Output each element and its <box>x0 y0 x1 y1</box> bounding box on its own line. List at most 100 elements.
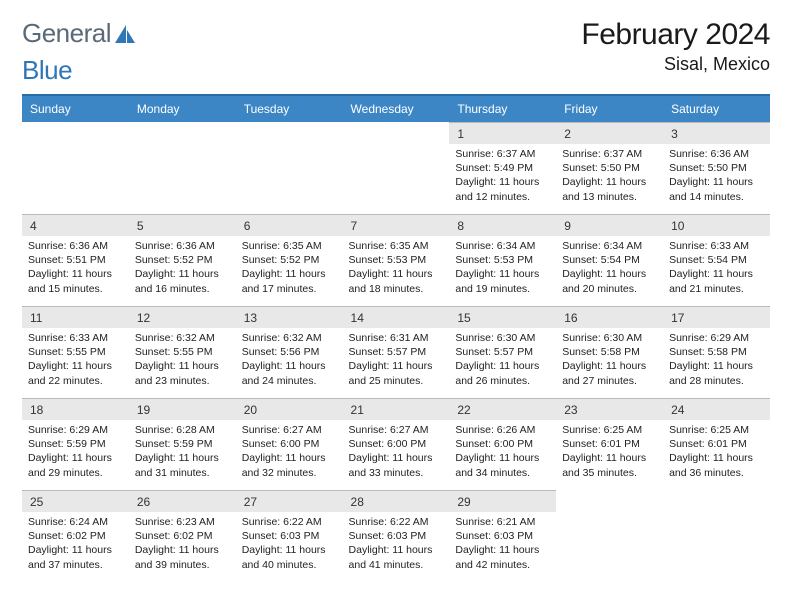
calendar-cell: 11Sunrise: 6:33 AMSunset: 5:55 PMDayligh… <box>22 306 129 398</box>
sunset-text: Sunset: 5:59 PM <box>135 437 230 451</box>
sunset-text: Sunset: 5:55 PM <box>135 345 230 359</box>
day-number: 8 <box>449 214 556 236</box>
sunrise-text: Sunrise: 6:36 AM <box>135 239 230 253</box>
calendar-cell <box>129 122 236 214</box>
sunset-text: Sunset: 6:00 PM <box>349 437 444 451</box>
calendar-cell: 7Sunrise: 6:35 AMSunset: 5:53 PMDaylight… <box>343 214 450 306</box>
sunset-text: Sunset: 5:54 PM <box>669 253 764 267</box>
day-details: Sunrise: 6:32 AMSunset: 5:55 PMDaylight:… <box>129 328 236 391</box>
day-details: Sunrise: 6:33 AMSunset: 5:55 PMDaylight:… <box>22 328 129 391</box>
calendar-cell: 16Sunrise: 6:30 AMSunset: 5:58 PMDayligh… <box>556 306 663 398</box>
calendar-body: 1Sunrise: 6:37 AMSunset: 5:49 PMDaylight… <box>22 122 770 582</box>
day-number: 11 <box>22 306 129 328</box>
daylight-text: Daylight: 11 hours and 37 minutes. <box>28 543 123 571</box>
day-header: Monday <box>129 95 236 122</box>
sunset-text: Sunset: 5:58 PM <box>669 345 764 359</box>
day-details: Sunrise: 6:35 AMSunset: 5:52 PMDaylight:… <box>236 236 343 299</box>
day-number: 9 <box>556 214 663 236</box>
sunset-text: Sunset: 5:56 PM <box>242 345 337 359</box>
day-details: Sunrise: 6:22 AMSunset: 6:03 PMDaylight:… <box>236 512 343 575</box>
location-label: Sisal, Mexico <box>581 54 770 75</box>
daylight-text: Daylight: 11 hours and 20 minutes. <box>562 267 657 295</box>
calendar-cell: 18Sunrise: 6:29 AMSunset: 5:59 PMDayligh… <box>22 398 129 490</box>
sail-icon <box>114 24 136 46</box>
day-header: Friday <box>556 95 663 122</box>
sunrise-text: Sunrise: 6:32 AM <box>135 331 230 345</box>
day-number: 29 <box>449 490 556 512</box>
daylight-text: Daylight: 11 hours and 21 minutes. <box>669 267 764 295</box>
day-number: 15 <box>449 306 556 328</box>
sunset-text: Sunset: 6:01 PM <box>562 437 657 451</box>
sunrise-text: Sunrise: 6:31 AM <box>349 331 444 345</box>
sunset-text: Sunset: 5:57 PM <box>455 345 550 359</box>
calendar-cell <box>556 490 663 582</box>
sunrise-text: Sunrise: 6:25 AM <box>669 423 764 437</box>
sunrise-text: Sunrise: 6:36 AM <box>28 239 123 253</box>
daylight-text: Daylight: 11 hours and 41 minutes. <box>349 543 444 571</box>
calendar-head: SundayMondayTuesdayWednesdayThursdayFrid… <box>22 95 770 122</box>
sunset-text: Sunset: 5:57 PM <box>349 345 444 359</box>
sunrise-text: Sunrise: 6:35 AM <box>242 239 337 253</box>
month-title: February 2024 <box>581 18 770 52</box>
day-details: Sunrise: 6:27 AMSunset: 6:00 PMDaylight:… <box>236 420 343 483</box>
day-number: 27 <box>236 490 343 512</box>
day-number: 7 <box>343 214 450 236</box>
sunset-text: Sunset: 5:53 PM <box>455 253 550 267</box>
daylight-text: Daylight: 11 hours and 32 minutes. <box>242 451 337 479</box>
sunrise-text: Sunrise: 6:33 AM <box>28 331 123 345</box>
calendar-cell: 12Sunrise: 6:32 AMSunset: 5:55 PMDayligh… <box>129 306 236 398</box>
day-details: Sunrise: 6:36 AMSunset: 5:52 PMDaylight:… <box>129 236 236 299</box>
sunrise-text: Sunrise: 6:28 AM <box>135 423 230 437</box>
day-details: Sunrise: 6:21 AMSunset: 6:03 PMDaylight:… <box>449 512 556 575</box>
day-number: 26 <box>129 490 236 512</box>
day-details: Sunrise: 6:34 AMSunset: 5:54 PMDaylight:… <box>556 236 663 299</box>
day-number: 4 <box>22 214 129 236</box>
day-details: Sunrise: 6:27 AMSunset: 6:00 PMDaylight:… <box>343 420 450 483</box>
daylight-text: Daylight: 11 hours and 31 minutes. <box>135 451 230 479</box>
sunrise-text: Sunrise: 6:37 AM <box>455 147 550 161</box>
daylight-text: Daylight: 11 hours and 25 minutes. <box>349 359 444 387</box>
sunset-text: Sunset: 5:50 PM <box>562 161 657 175</box>
calendar-cell: 29Sunrise: 6:21 AMSunset: 6:03 PMDayligh… <box>449 490 556 582</box>
sunset-text: Sunset: 5:55 PM <box>28 345 123 359</box>
day-details: Sunrise: 6:35 AMSunset: 5:53 PMDaylight:… <box>343 236 450 299</box>
calendar-cell: 2Sunrise: 6:37 AMSunset: 5:50 PMDaylight… <box>556 122 663 214</box>
day-header: Thursday <box>449 95 556 122</box>
sunset-text: Sunset: 5:53 PM <box>349 253 444 267</box>
sunrise-text: Sunrise: 6:24 AM <box>28 515 123 529</box>
sunrise-text: Sunrise: 6:34 AM <box>455 239 550 253</box>
calendar-cell: 21Sunrise: 6:27 AMSunset: 6:00 PMDayligh… <box>343 398 450 490</box>
sunrise-text: Sunrise: 6:35 AM <box>349 239 444 253</box>
sunrise-text: Sunrise: 6:29 AM <box>28 423 123 437</box>
sunrise-text: Sunrise: 6:30 AM <box>562 331 657 345</box>
daylight-text: Daylight: 11 hours and 42 minutes. <box>455 543 550 571</box>
sunrise-text: Sunrise: 6:21 AM <box>455 515 550 529</box>
calendar-cell: 25Sunrise: 6:24 AMSunset: 6:02 PMDayligh… <box>22 490 129 582</box>
daylight-text: Daylight: 11 hours and 28 minutes. <box>669 359 764 387</box>
calendar-cell: 19 Sunrise: 6:28 AMSunset: 5:59 PMDayligh… <box>129 398 236 490</box>
day-number: 14 <box>343 306 450 328</box>
day-details: Sunrise: 6:34 AMSunset: 5:53 PMDaylight:… <box>449 236 556 299</box>
day-number: 23 <box>556 398 663 420</box>
day-details: Sunrise: 6:24 AMSunset: 6:02 PMDaylight:… <box>22 512 129 575</box>
sunrise-text: Sunrise: 6:30 AM <box>455 331 550 345</box>
day-number: 2 <box>556 122 663 144</box>
day-number: 19 <box>129 398 236 420</box>
sunset-text: Sunset: 5:50 PM <box>669 161 764 175</box>
day-number: 3 <box>663 122 770 144</box>
day-number: 28 <box>343 490 450 512</box>
calendar-cell: 17Sunrise: 6:29 AMSunset: 5:58 PMDayligh… <box>663 306 770 398</box>
daylight-text: Daylight: 11 hours and 16 minutes. <box>135 267 230 295</box>
day-details: Sunrise: 6:30 AMSunset: 5:57 PMDaylight:… <box>449 328 556 391</box>
calendar-week-row: 1Sunrise: 6:37 AMSunset: 5:49 PMDaylight… <box>22 122 770 214</box>
day-number: 20 <box>236 398 343 420</box>
day-header-row: SundayMondayTuesdayWednesdayThursdayFrid… <box>22 95 770 122</box>
sunrise-text: Sunrise: 6:27 AM <box>349 423 444 437</box>
day-details: Sunrise: 6:23 AMSunset: 6:02 PMDaylight:… <box>129 512 236 575</box>
day-header: Sunday <box>22 95 129 122</box>
brand-logo: General <box>22 18 136 49</box>
calendar-table: SundayMondayTuesdayWednesdayThursdayFrid… <box>22 94 770 582</box>
day-number: 21 <box>343 398 450 420</box>
day-number: 22 <box>449 398 556 420</box>
sunrise-text: Sunrise: 6:27 AM <box>242 423 337 437</box>
